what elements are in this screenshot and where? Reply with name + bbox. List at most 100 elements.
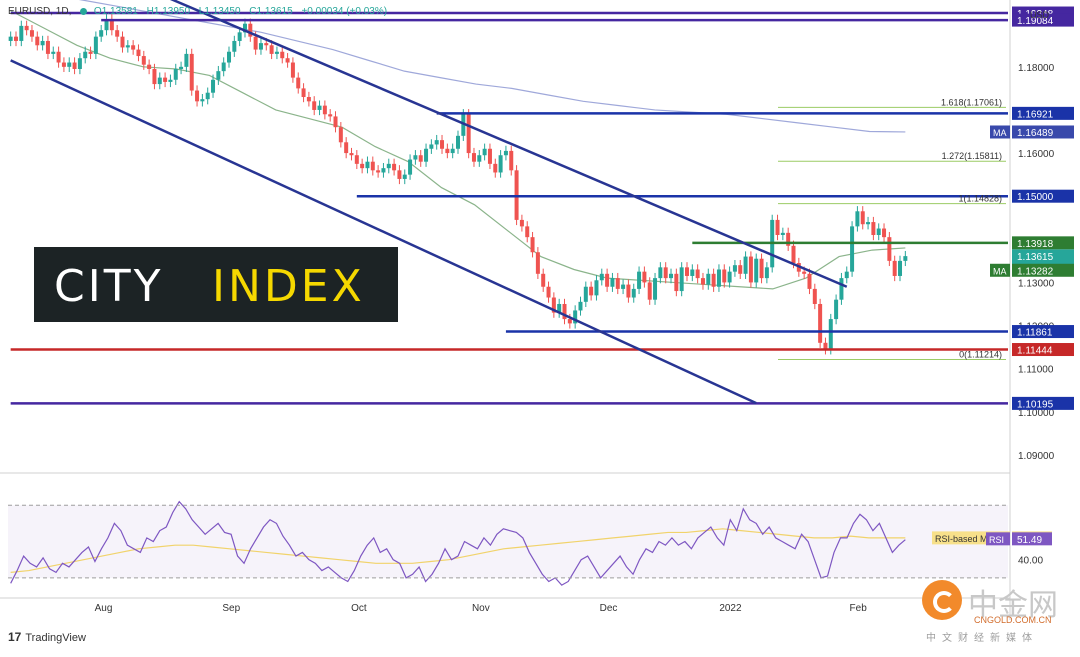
candle-body	[402, 174, 407, 179]
candle-body	[189, 53, 194, 91]
candle-body	[818, 303, 823, 343]
rsi-ma-line	[10, 528, 906, 573]
candle-body	[333, 116, 338, 128]
candle-body	[306, 97, 311, 102]
price-label: 1.19084	[1017, 16, 1054, 27]
candle-body	[631, 288, 636, 298]
fib-label: 1(1.14828)	[958, 194, 1002, 204]
candle-body	[200, 99, 205, 102]
rsi-band	[8, 505, 1008, 578]
candle-body	[503, 150, 508, 156]
candle-body	[83, 51, 88, 59]
candle-body	[487, 148, 492, 164]
candle-body	[541, 273, 546, 287]
price-label: 1.10195	[1017, 399, 1054, 410]
candle-body	[892, 260, 897, 276]
candle-body	[594, 280, 599, 296]
candle-body	[663, 267, 668, 279]
candle-body	[610, 278, 615, 287]
candle-body	[67, 62, 72, 67]
candle-body	[456, 135, 460, 149]
price-label-box	[1012, 106, 1074, 120]
x-tick-label: Oct	[351, 603, 367, 614]
candle-body	[727, 271, 732, 283]
candle-body	[338, 127, 343, 143]
candle-body	[152, 68, 157, 85]
candle-body	[344, 142, 349, 154]
candle-body	[461, 114, 466, 136]
candle-body	[205, 92, 210, 100]
candle-body	[216, 71, 221, 80]
candle-body	[227, 51, 232, 63]
open-value: O1.13581	[93, 6, 138, 17]
tradingview-attribution[interactable]: 17 TradingView	[8, 630, 86, 644]
candle-body	[599, 273, 604, 281]
candle-body	[365, 161, 370, 169]
price-label-box	[1012, 236, 1074, 250]
price-label: 1.11444	[1017, 346, 1053, 357]
rsi-tag-label: RSI	[989, 535, 1004, 545]
candle-body	[285, 58, 290, 63]
candle-body	[13, 36, 18, 41]
price-label: 1.13615	[1017, 252, 1054, 263]
candle-body	[264, 43, 269, 46]
candle-body	[754, 258, 759, 283]
low-value: L1.13450	[198, 6, 241, 17]
fib-label: 1.272(1.15811)	[942, 151, 1002, 161]
candle-body	[812, 288, 817, 304]
y-tick-label: 1.09000	[1018, 451, 1055, 462]
candle-body	[674, 273, 679, 292]
candle-body	[626, 284, 631, 298]
candle-body	[440, 140, 445, 149]
candle-body	[834, 299, 839, 320]
y-tick-label: 1.11000	[1018, 365, 1054, 376]
candle-body	[312, 101, 317, 110]
candle-body	[653, 278, 658, 300]
candle-body	[195, 90, 200, 102]
candle-body	[24, 25, 29, 31]
candle-body	[605, 273, 610, 287]
candle-body	[562, 303, 567, 320]
candle-body	[828, 319, 833, 350]
candle-body	[839, 278, 844, 300]
candle-body	[882, 228, 887, 238]
candle-body	[786, 232, 791, 246]
currency-label: USD	[1030, 10, 1050, 20]
candle-body	[99, 30, 104, 37]
candle-body	[807, 273, 812, 289]
fib-label: 0(1.11214)	[959, 349, 1002, 359]
high-value: H1.13950	[146, 6, 191, 17]
candle-body	[168, 79, 173, 82]
candle-body	[360, 163, 365, 169]
candle-body	[871, 222, 876, 235]
candle-body	[242, 23, 247, 33]
candle-body	[317, 105, 322, 110]
candle-body	[850, 226, 855, 272]
symbol-label[interactable]: EURUSD, 1D,	[8, 6, 72, 17]
candle-body	[290, 62, 295, 78]
candle-body	[88, 51, 93, 54]
candle-body	[450, 148, 455, 154]
candle-body	[519, 219, 524, 227]
candle-body	[642, 271, 647, 283]
rsi-value-box	[1012, 532, 1052, 546]
candle-body	[743, 256, 748, 274]
candle-body	[173, 68, 178, 80]
cngold-logo: 中金网 CNGOLD.COM.CN 中文财经新媒体	[922, 580, 1072, 648]
candle-body	[349, 153, 354, 156]
candle-body	[61, 62, 66, 67]
candle-body	[535, 252, 540, 274]
candle-body	[147, 64, 152, 69]
candle-body	[179, 66, 184, 69]
candle-body	[77, 58, 82, 69]
price-label-box	[1012, 13, 1074, 27]
candle-body	[125, 45, 130, 48]
trend-line	[169, 0, 848, 288]
candle-body	[258, 43, 263, 50]
candle-body	[700, 278, 705, 285]
candle-body	[695, 269, 700, 279]
candle-body	[115, 30, 120, 37]
city-index-logo: CITY INDEX	[34, 247, 398, 322]
